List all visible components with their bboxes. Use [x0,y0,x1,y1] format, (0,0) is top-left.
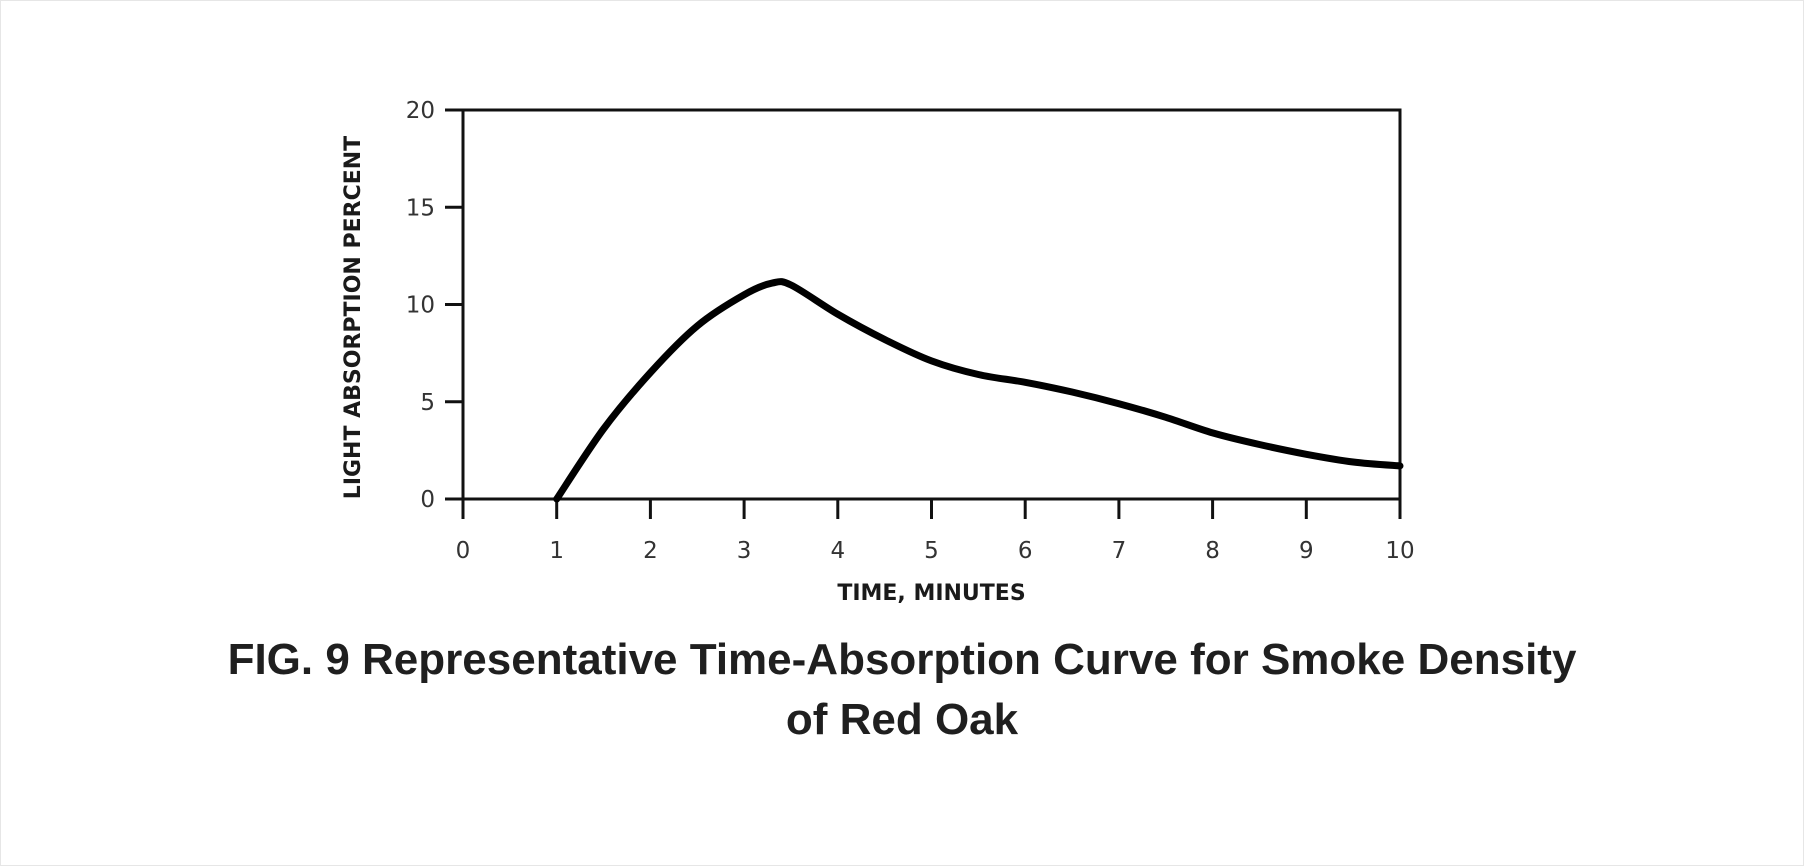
x-tick-label: 8 [1205,538,1220,564]
y-tick-label: 15 [406,195,435,221]
caption-line-2: of Red Oak [785,695,1019,744]
x-tick-label: 3 [737,538,752,564]
x-tick-label: 9 [1299,538,1314,564]
y-tick-label: 0 [420,487,435,513]
figure-caption: FIG. 9 Representative Time-Absorption Cu… [0,630,1804,750]
x-tick-label: 0 [456,538,471,564]
y-axis-title: LIGHT ABSORPTION PERCENT [341,136,366,499]
x-axis-title: TIME, MINUTES [837,581,1025,606]
y-tick-label: 5 [420,390,435,416]
x-tick-label: 2 [643,538,658,564]
x-tick-label: 1 [549,538,564,564]
x-tick-label: 4 [830,538,845,564]
plot-area-frame [461,108,1402,501]
x-tick-label: 7 [1112,538,1127,564]
x-axis-ticks: 0 1 2 3 4 5 6 7 8 9 10 [456,499,1415,564]
x-tick-label: 5 [924,538,939,564]
y-tick-label: 10 [406,293,435,319]
absorption-curve-line [553,278,1404,503]
time-absorption-chart: 0 5 10 15 20 0 1 2 3 4 5 6 7 8 9 10 TIME, MINUTES LIGH… [341,98,1415,606]
x-tick-label: 10 [1385,538,1414,564]
y-axis-ticks: 0 5 10 15 20 [406,98,463,513]
y-tick-label: 20 [406,98,435,124]
caption-line-1: FIG. 9 Representative Time-Absorption Cu… [227,635,1577,684]
x-tick-label: 6 [1018,538,1033,564]
